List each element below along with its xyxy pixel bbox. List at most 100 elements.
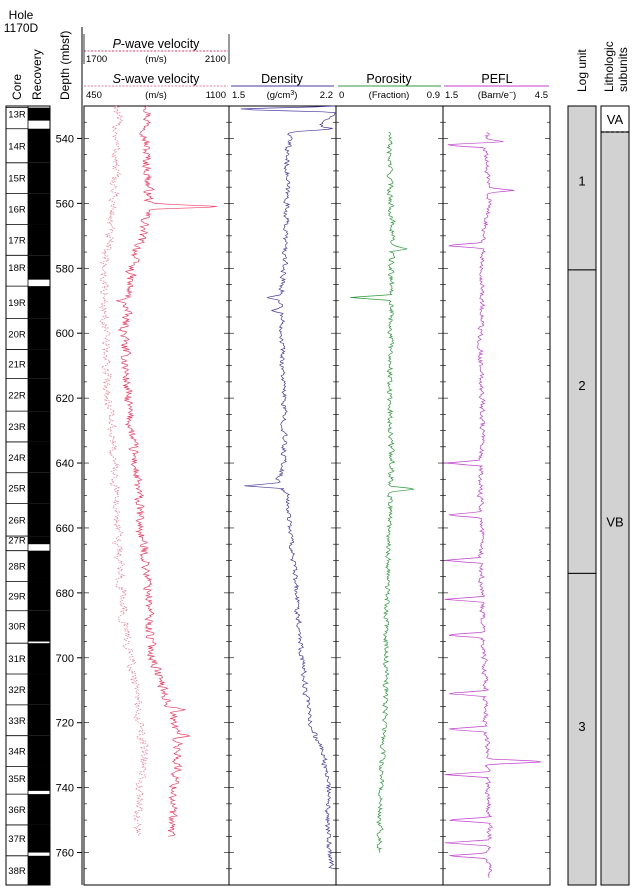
core-label: 15R	[8, 174, 26, 185]
core-label: 22R	[8, 390, 26, 401]
depth-tick-label: 740	[56, 783, 74, 795]
core-label: 18R	[8, 263, 26, 274]
velocity-header: P-wave velocity 1700 (m/s) 2100 S-wave v…	[83, 34, 230, 101]
core-label: 31R	[8, 654, 26, 665]
recovery-bar	[28, 107, 50, 121]
core-label: 16R	[8, 205, 26, 216]
log-unit-label: 2	[578, 378, 585, 393]
porosity-max-label: 0.9	[427, 90, 440, 101]
core-label: 23R	[8, 422, 26, 433]
depth-tick-label: 620	[56, 393, 74, 405]
litho-header-line2: subunits	[616, 47, 630, 92]
depth-tick-label: 640	[56, 458, 74, 470]
core-label: 14R	[8, 141, 26, 152]
core-column: 13R 14R 15R 16R 17R 18R 19R 20R 21R 22R 23R 24R 25R 2…	[5, 105, 51, 886]
depth-tick-label: 720	[56, 718, 74, 730]
log-unit-block	[567, 269, 597, 574]
litho-frame	[600, 105, 630, 886]
core-label: 24R	[8, 453, 26, 464]
pefl-unit: (Barn/e−)	[478, 90, 516, 101]
hole-title-line2: 1170D	[4, 21, 39, 35]
pwave-title: P-wave velocity	[113, 37, 201, 51]
recovery-bar	[28, 503, 50, 537]
density-title: Density	[261, 72, 303, 86]
core-label: 35R	[8, 774, 26, 785]
pefl-header: PEFL 1.5 (Barn/e−) 4.5	[444, 72, 549, 101]
p-wave-velocity-curve	[115, 105, 218, 837]
recovery-bar	[28, 224, 50, 256]
recovery-bar	[28, 855, 50, 885]
depth-tick-label: 660	[56, 523, 74, 535]
depth-tick-label: 700	[56, 653, 74, 665]
pefl-max-label: 4.5	[535, 90, 548, 101]
log-unit-label: 1	[578, 174, 585, 189]
recovery-bar	[28, 610, 50, 642]
swave-unit: (m/s)	[145, 90, 167, 101]
core-label: 33R	[8, 716, 26, 727]
depth-tick-label: 600	[56, 328, 74, 340]
recovery-bar	[28, 318, 50, 350]
log-unit-block	[567, 572, 597, 886]
core-label: 19R	[8, 298, 26, 309]
core-label: 32R	[8, 685, 26, 696]
log-unit-header: Log unit	[575, 49, 589, 92]
recovery-bar	[28, 441, 50, 473]
core-label: 36R	[8, 805, 26, 816]
recovery-bar	[28, 472, 50, 504]
core-label: 13R	[8, 110, 26, 121]
recovery-bar	[28, 193, 50, 225]
hole-title-line1: Hole	[9, 8, 34, 22]
recovery-bar	[28, 286, 50, 319]
recovery-header: Recovery	[30, 49, 44, 100]
porosity-title: Porosity	[366, 72, 412, 86]
recovery-bar	[28, 794, 50, 825]
core-label: 29R	[8, 592, 26, 603]
recovery-bar	[28, 735, 50, 767]
core-label: 28R	[8, 562, 26, 573]
litho-subunit-label: VB	[606, 514, 623, 529]
core-label: 27R	[8, 536, 26, 547]
porosity-curve	[350, 131, 415, 853]
swave-max-label: 1100	[206, 90, 226, 101]
log-unit-block	[567, 105, 597, 271]
track-frame	[442, 105, 551, 886]
density-curve	[240, 105, 338, 869]
core-label: 37R	[8, 834, 26, 845]
core-label: 25R	[8, 484, 26, 495]
depth-tick-label: 540	[56, 133, 74, 145]
track-frame	[228, 105, 337, 886]
recovery-bar	[28, 128, 50, 163]
porosity-header: Porosity 0 (Fraction) 0.9	[338, 72, 441, 101]
litho-subunit-column: VA VB	[600, 105, 630, 886]
core-label: 34R	[8, 747, 26, 758]
density-min-label: 1.5	[232, 90, 245, 101]
litho-subunit-block	[600, 105, 630, 133]
pefl-title: PEFL	[481, 72, 512, 86]
core-label: 17R	[8, 235, 26, 246]
recovery-bar	[28, 643, 50, 675]
litho-subunit-label: VA	[607, 112, 624, 127]
s-wave-velocity-curve	[99, 105, 150, 837]
density-max-label: 2.2	[320, 90, 333, 101]
recovery-bar	[28, 349, 50, 379]
track-frame	[335, 105, 444, 886]
log-unit-column: 1 2 3	[567, 105, 597, 886]
recovery-bar	[28, 378, 50, 412]
density-header: Density 1.5 (g/cm3) 2.2	[231, 72, 334, 101]
recovery-bar	[28, 766, 50, 791]
recovery-bar	[28, 824, 50, 853]
depth-axis: 540 560 580 600 620 640 660 680 700 720 740 760	[56, 27, 83, 885]
depth-tick-label: 680	[56, 588, 74, 600]
core-label: 21R	[8, 360, 26, 371]
depth-axis-title: Depth (mbsf)	[58, 31, 72, 100]
pwave-max-label: 2100	[205, 54, 226, 65]
recovery-bar	[28, 704, 50, 736]
core-label: 38R	[8, 866, 26, 877]
swave-title: S-wave velocity	[113, 72, 201, 86]
core-header: Core	[10, 74, 24, 100]
core-label: 30R	[8, 622, 26, 633]
recovery-bar	[28, 536, 50, 545]
core-label: 26R	[8, 515, 26, 526]
depth-tick-label: 560	[56, 198, 74, 210]
